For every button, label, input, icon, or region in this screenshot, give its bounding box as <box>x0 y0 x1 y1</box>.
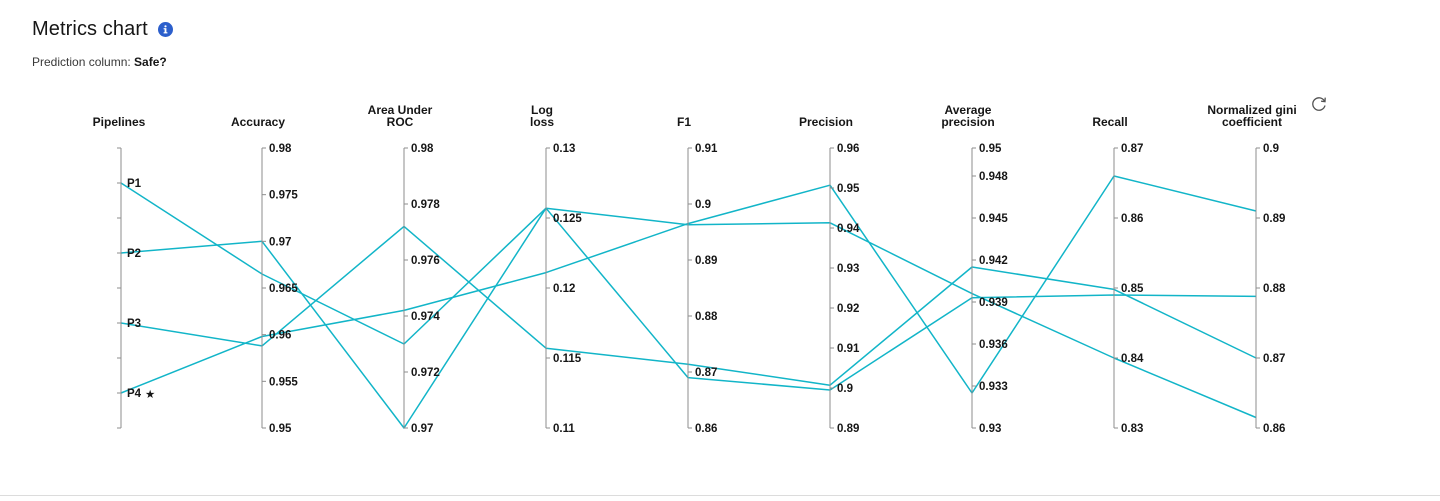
pipeline-label-p4: P4 <box>127 388 142 400</box>
pipelines-axis: Pipelines P1 P2 P3 P4 ★ <box>93 115 155 429</box>
bottom-divider <box>0 495 1440 496</box>
tick-label-avg_precision: 0.948 <box>979 171 1008 183</box>
tick-label-avg_precision: 0.936 <box>979 339 1008 351</box>
tick-label-precision: 0.95 <box>837 183 860 195</box>
tick-label-accuracy: 0.98 <box>269 143 292 155</box>
tick-label-logloss: 0.13 <box>553 143 575 155</box>
axis-title-avg_precision-line-1: Average <box>945 103 992 117</box>
pipeline-label-p1: P1 <box>127 178 142 190</box>
tick-label-gini: 0.87 <box>1263 353 1285 365</box>
axis-title-gini-line-1: Normalized gini <box>1207 103 1296 117</box>
axis-accuracy: Accuracy 0.98 0.975 0.97 0.965 0.96 0.955 0.95 <box>231 115 298 435</box>
tick-label-auc: 0.98 <box>411 143 434 155</box>
tick-label-accuracy: 0.975 <box>269 190 298 202</box>
axis-title-avg_precision-line-2: precision <box>941 115 994 129</box>
pipelines-axis-title-line-1: Pipelines <box>93 115 146 129</box>
axis-title-recall-line-1: Recall <box>1092 115 1127 129</box>
axis-title-gini-line-2: coefficient <box>1222 115 1282 129</box>
axis-f1: F1 0.91 0.9 0.89 0.88 0.87 0.86 <box>677 115 718 435</box>
tick-label-avg_precision: 0.933 <box>979 381 1008 393</box>
tick-label-f1: 0.89 <box>695 255 717 267</box>
title-row: Metrics chart <box>32 18 173 41</box>
tick-label-recall: 0.83 <box>1121 423 1143 435</box>
tick-label-gini: 0.86 <box>1263 423 1285 435</box>
axis-recall: Recall 0.87 0.86 0.85 0.84 0.83 <box>1092 115 1144 435</box>
info-icon[interactable] <box>157 22 173 37</box>
tick-label-precision: 0.89 <box>837 423 859 435</box>
tick-label-accuracy: 0.955 <box>269 376 298 388</box>
axis-title-auc-line-1: Area Under <box>368 103 433 117</box>
tick-label-recall: 0.86 <box>1121 213 1143 225</box>
refresh-icon[interactable] <box>1309 94 1329 114</box>
tick-label-accuracy: 0.96 <box>269 330 291 342</box>
tick-label-recall: 0.87 <box>1121 143 1143 155</box>
tick-label-f1: 0.9 <box>695 199 711 211</box>
tick-label-avg_precision: 0.93 <box>979 423 1001 435</box>
tick-label-gini: 0.89 <box>1263 213 1285 225</box>
tick-label-recall: 0.85 <box>1121 283 1144 295</box>
tick-label-auc: 0.976 <box>411 255 440 267</box>
tick-label-logloss: 0.115 <box>553 353 582 365</box>
pipeline-label-p3: P3 <box>127 318 141 330</box>
page-title: Metrics chart <box>32 18 148 40</box>
tick-label-gini: 0.88 <box>1263 283 1286 295</box>
axis-title-logloss-line-1: Log <box>531 103 553 117</box>
tick-label-precision: 0.93 <box>837 263 859 275</box>
tick-label-f1: 0.87 <box>695 367 717 379</box>
tick-label-avg_precision: 0.942 <box>979 255 1008 267</box>
axis-title-logloss-line-2: loss <box>530 115 554 129</box>
tick-label-auc: 0.97 <box>411 423 433 435</box>
chart-header: Metrics chart Prediction column: Safe? <box>32 18 173 69</box>
tick-label-accuracy: 0.965 <box>269 283 298 295</box>
tick-label-avg_precision: 0.945 <box>979 213 1008 225</box>
prediction-column-label: Prediction column: <box>32 55 135 69</box>
axis-title-auc-line-2: ROC <box>387 115 414 129</box>
tick-label-logloss: 0.11 <box>553 423 575 435</box>
axis-title-precision-line-1: Precision <box>799 115 853 129</box>
tick-label-logloss: 0.125 <box>553 213 582 225</box>
tick-label-avg_precision: 0.939 <box>979 297 1008 309</box>
tick-label-logloss: 0.12 <box>553 283 575 295</box>
axis-precision: Precision 0.96 0.95 0.94 0.93 0.92 0.91 0.9 0.89 <box>799 115 860 435</box>
axis-title-accuracy-line-1: Accuracy <box>231 115 285 129</box>
tick-label-precision: 0.96 <box>837 143 859 155</box>
tick-label-precision: 0.92 <box>837 303 859 315</box>
tick-label-precision: 0.9 <box>837 383 853 395</box>
tick-label-accuracy: 0.95 <box>269 423 292 435</box>
prediction-column-value: Safe? <box>134 55 167 69</box>
pipeline-label-p2: P2 <box>127 248 141 260</box>
tick-label-recall: 0.84 <box>1121 353 1144 365</box>
tick-label-gini: 0.9 <box>1263 143 1279 155</box>
tick-label-precision: 0.91 <box>837 343 860 355</box>
tick-label-f1: 0.86 <box>695 423 717 435</box>
axis-title-f1-line-1: F1 <box>677 115 691 129</box>
prediction-column-text: Prediction column: Safe? <box>32 55 173 69</box>
tick-label-f1: 0.88 <box>695 311 718 323</box>
star-icon: ★ <box>145 389 155 401</box>
tick-label-auc: 0.978 <box>411 199 440 211</box>
tick-label-avg_precision: 0.95 <box>979 143 1002 155</box>
tick-label-accuracy: 0.97 <box>269 236 291 248</box>
tick-label-f1: 0.91 <box>695 143 718 155</box>
tick-label-auc: 0.972 <box>411 367 440 379</box>
tick-label-precision: 0.94 <box>837 223 860 235</box>
tick-label-auc: 0.974 <box>411 311 440 323</box>
